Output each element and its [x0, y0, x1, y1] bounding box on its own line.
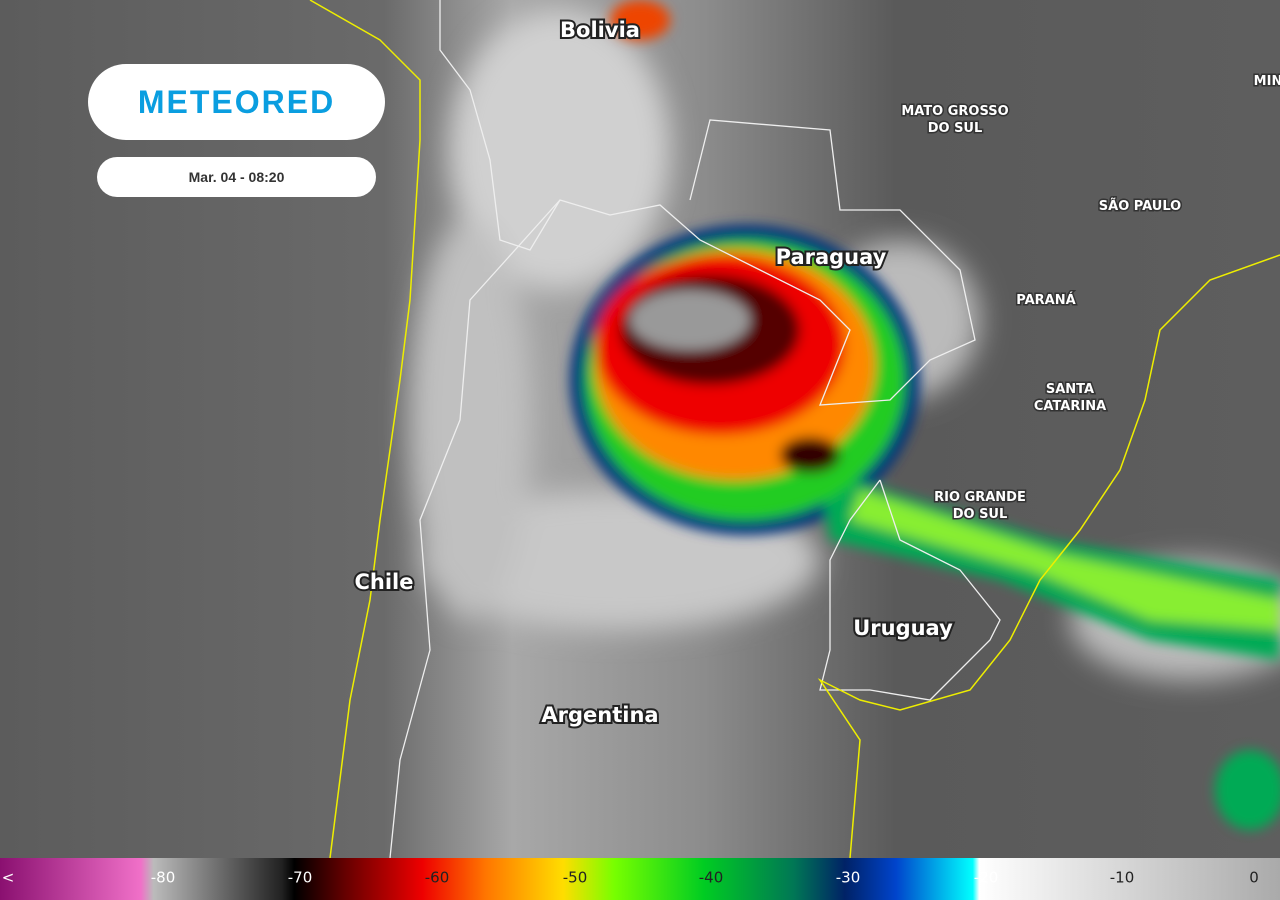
- coastlines: [309, 0, 1280, 859]
- timestamp: Mar. 04 - 08:20: [97, 157, 376, 197]
- country-label: Bolivia: [560, 18, 640, 42]
- map-labels: Bolivia Paraguay Chile Uruguay Argentina MATO…: [352, 16, 1280, 729]
- scale-label: <: [2, 869, 15, 887]
- scale-label: -50: [563, 869, 588, 887]
- scale-label: -10: [1110, 869, 1135, 887]
- region-label: MATO GROSSO: [901, 104, 1008, 119]
- region-label: MIN: [1254, 74, 1280, 89]
- country-label: Paraguay: [776, 245, 887, 269]
- region-label: SANTA: [1046, 382, 1094, 397]
- color-scale: [0, 858, 1280, 900]
- scale-label: -20: [974, 869, 999, 887]
- country-label: Argentina: [541, 703, 658, 727]
- scale-label: -60: [425, 869, 450, 887]
- scale-label: -70: [288, 869, 313, 887]
- region-label: RIO GRANDE: [934, 490, 1026, 505]
- color-scale-labels: < -80 -70 -60 -50 -40 -30 -20 -10 0: [2, 869, 1259, 887]
- country-label: Chile: [354, 570, 413, 594]
- region-label: DO SUL: [928, 121, 983, 136]
- country-label: Uruguay: [853, 616, 953, 640]
- scale-label: -80: [151, 869, 176, 887]
- region-label: CATARINA: [1034, 399, 1106, 414]
- logo: METEORED: [88, 64, 385, 140]
- region-label: SÃO PAULO: [1099, 198, 1181, 214]
- scale-label: -30: [836, 869, 861, 887]
- borders: [389, 0, 1001, 859]
- storm: [570, 0, 1280, 830]
- region-label: DO SUL: [953, 507, 1008, 522]
- scale-label: -40: [699, 869, 724, 887]
- region-label: PARANÁ: [1016, 292, 1075, 308]
- scale-label: 0: [1249, 869, 1259, 887]
